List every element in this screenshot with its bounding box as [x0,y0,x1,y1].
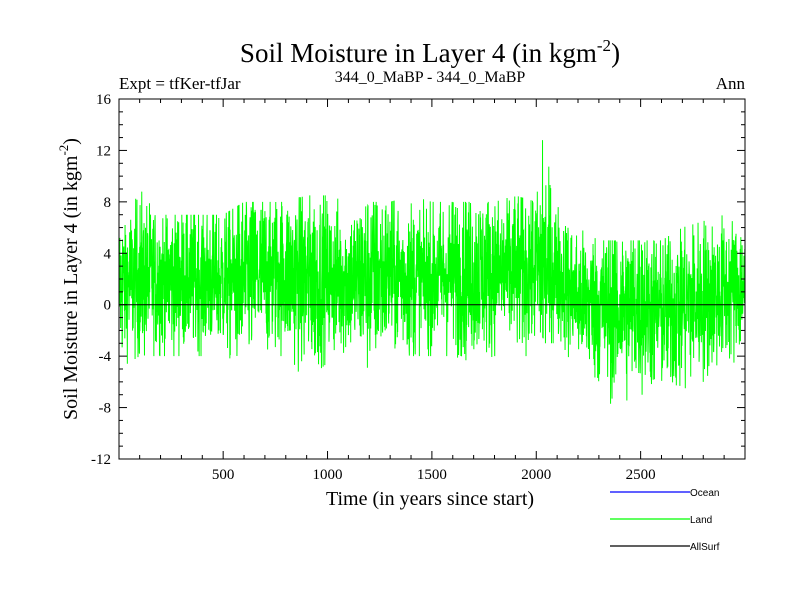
y-tick-label: 8 [104,195,112,211]
chart-title-main: Soil Moisture in Layer 4 (in kgm [240,38,597,68]
chart-title: Soil Moisture in Layer 4 (in kgm-2) [240,36,620,68]
axis-ticks: 500 1000 1500 2000 2500 -12 -8 -4 0 4 8 12 16 [91,92,745,483]
x-tick-label: 500 [212,467,235,483]
y-tick-label: -4 [99,349,112,365]
chart-title-close: ) [611,38,620,68]
legend-ocean-label: Ocean [690,488,719,499]
y-tick-label: 16 [96,92,112,108]
series-land-line [119,140,745,404]
x-tick-label: 1000 [313,467,343,483]
subtitle-left: Expt = tfKer-tfJar [119,74,241,93]
x-tick-label: 2000 [521,467,551,483]
y-tick-label: 12 [96,143,111,159]
legend-allsurf-label: AllSurf [690,542,720,553]
legend: Ocean Land AllSurf [610,488,720,553]
y-axis-label-sup: -2 [56,145,71,156]
y-tick-label: 4 [104,246,112,262]
y-axis-label: Soil Moisture in Layer 4 (in kgm-2) [56,138,82,420]
legend-land-label: Land [690,515,712,526]
y-tick-label: 0 [104,298,112,314]
subtitle-center: 344_0_MaBP - 344_0_MaBP [335,69,526,86]
x-axis-label: Time (in years since start) [326,488,534,510]
chart-title-sup: -2 [597,36,611,55]
x-tick-label: 2500 [626,467,656,483]
y-tick-label: -12 [91,452,111,468]
subtitle-right: Ann [716,74,746,93]
y-tick-label: -8 [99,401,112,417]
y-axis-label-main: Soil Moisture in Layer 4 (in kgm [60,155,82,420]
y-axis-label-close: ) [60,138,82,145]
x-tick-label: 1500 [417,467,447,483]
series-group [119,140,745,404]
